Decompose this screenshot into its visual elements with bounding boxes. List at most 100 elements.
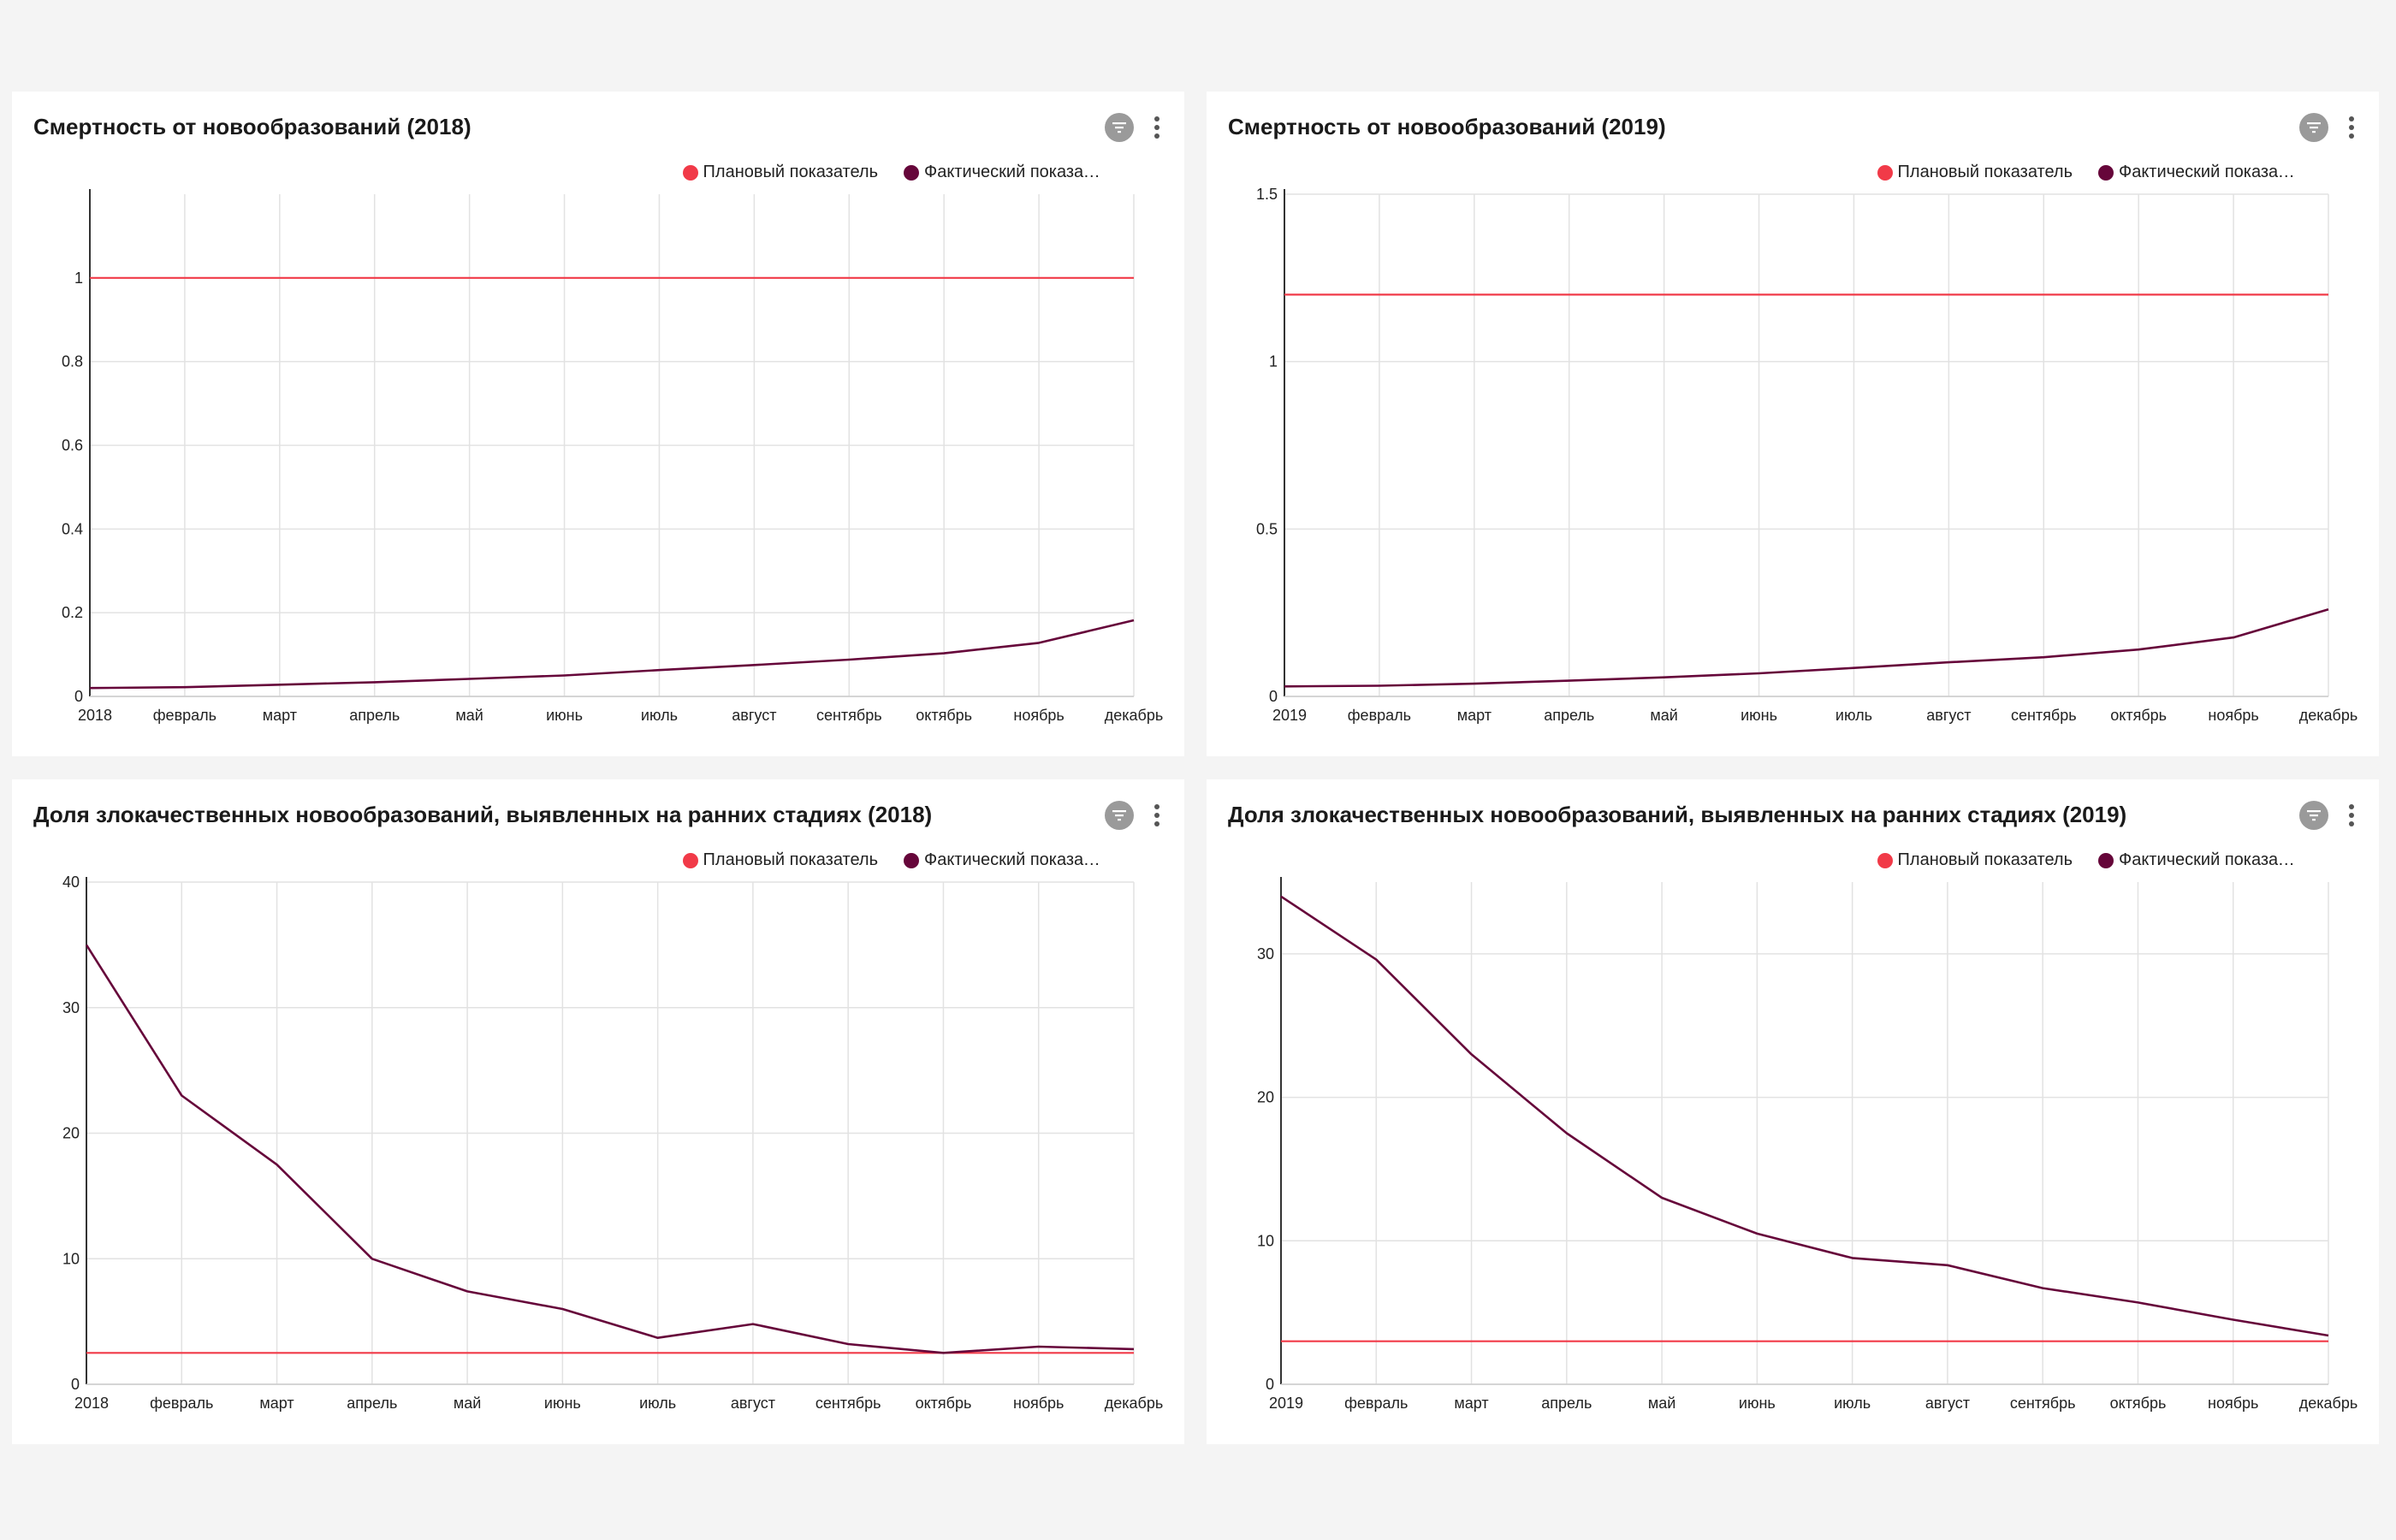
x-tick-label: декабрь [2299, 707, 2358, 724]
legend-item-plan[interactable]: Плановый показатель [1877, 163, 2073, 182]
y-tick-label: 0.4 [62, 520, 83, 537]
x-tick-label: октябрь [2110, 1395, 2167, 1412]
y-tick-label: 0.5 [1256, 520, 1278, 537]
x-tick-label: сентябрь [2010, 1395, 2076, 1412]
filter-icon [2307, 810, 2321, 821]
line-chart: 0 0.2 0.4 0.6 0.8 1 2018 февраль март апрель май ию… [62, 189, 1164, 724]
legend-dot-fact [2098, 164, 2114, 181]
y-tick-label: 1.5 [1256, 186, 1278, 203]
x-tick-label: июнь [544, 1395, 581, 1412]
x-tick-label: сентябрь [816, 707, 882, 724]
line-chart: 0 0.5 1 1.5 2019 февраль март апрель май июнь июль… [1256, 186, 2358, 724]
legend-dot-plan [682, 164, 698, 181]
line-chart: 0 10 20 30 40 2018 февраль март апрель май июнь июл… [62, 874, 1164, 1412]
x-tick-label: июль [1834, 1395, 1871, 1412]
legend-item-plan[interactable]: Плановый показатель [1877, 850, 2073, 870]
y-tick-label: 30 [1257, 945, 1274, 962]
x-tick-label: июль [639, 1395, 676, 1412]
legend-dot-plan [1877, 164, 1893, 181]
legend-dot-plan [682, 852, 698, 868]
chart-title: Доля злокачественных новообразований, вы… [33, 802, 933, 827]
x-tick-label: декабрь [1105, 707, 1164, 724]
more-vertical-icon[interactable] [2343, 801, 2360, 830]
filter-icon [1112, 810, 1126, 821]
x-tick-label: март [263, 707, 297, 724]
x-tick-label: март [1454, 1395, 1488, 1412]
x-tick-label: декабрь [1105, 1395, 1164, 1412]
x-tick-label: май [1648, 1395, 1675, 1412]
legend-item-plan[interactable]: Плановый показатель [682, 850, 878, 870]
x-tick-label: апрель [347, 1395, 397, 1412]
line-chart: 0 10 20 30 2019 февраль март апрель май июнь июль а… [1257, 877, 2358, 1412]
legend-dot-fact [904, 164, 919, 181]
y-tick-label: 40 [62, 874, 80, 891]
x-tick-label: октябрь [2110, 707, 2167, 724]
chart-panel-1: Смертность от новообразований (2019) Пла… [1207, 92, 2379, 756]
y-tick-label: 0.8 [62, 353, 83, 370]
x-tick-label: 2019 [1272, 707, 1307, 724]
legend-item-fact[interactable]: Фактический показате... [904, 163, 1106, 182]
y-tick-label: 10 [62, 1250, 80, 1267]
x-tick-label: ноябрь [1013, 707, 1064, 724]
x-tick-label: июнь [1739, 1395, 1776, 1412]
legend-dot-fact [2098, 852, 2114, 868]
x-tick-label: октябрь [916, 1395, 972, 1412]
filter-icon [2307, 122, 2321, 133]
filter-button[interactable] [1105, 113, 1134, 142]
x-tick-label: май [1650, 707, 1677, 724]
y-tick-label: 20 [62, 1125, 80, 1142]
x-tick-label: август [731, 1395, 775, 1412]
y-tick-label: 20 [1257, 1089, 1274, 1106]
x-tick-label: февраль [1344, 1395, 1408, 1412]
y-tick-label: 1 [74, 270, 83, 287]
x-tick-label: 2018 [74, 1395, 109, 1412]
x-tick-label: апрель [349, 707, 400, 724]
filter-button[interactable] [1105, 801, 1134, 830]
filter-button[interactable] [2299, 113, 2328, 142]
x-tick-label: 2019 [1269, 1395, 1303, 1412]
chart-panel-3: Доля злокачественных новообразований, вы… [1207, 779, 2379, 1444]
x-tick-label: декабрь [2299, 1395, 2358, 1412]
x-tick-label: июнь [1741, 707, 1777, 724]
x-tick-label: июнь [546, 707, 583, 724]
x-tick-label: май [454, 1395, 481, 1412]
series-line-fact[interactable] [85, 944, 1135, 1354]
y-tick-label: 1 [1269, 353, 1278, 370]
more-vertical-icon[interactable] [1148, 113, 1165, 142]
x-tick-label: март [1457, 707, 1492, 724]
series-line-fact[interactable] [1280, 895, 2329, 1337]
filter-button[interactable] [2299, 801, 2328, 830]
x-tick-label: август [1926, 707, 1971, 724]
x-tick-label: апрель [1541, 1395, 1592, 1412]
x-tick-label: ноябрь [2208, 707, 2258, 724]
y-tick-label: 0 [1266, 1376, 1274, 1393]
y-tick-label: 0 [74, 688, 83, 705]
y-tick-label: 0.2 [62, 604, 83, 621]
x-tick-label: сентябрь [815, 1395, 881, 1412]
x-tick-label: февраль [150, 1395, 213, 1412]
x-tick-label: май [455, 707, 483, 724]
x-tick-label: июль [1836, 707, 1872, 724]
x-tick-label: октябрь [916, 707, 972, 724]
x-tick-label: июль [641, 707, 678, 724]
series-line-fact[interactable] [89, 619, 1135, 690]
y-tick-label: 30 [62, 999, 80, 1016]
x-tick-label: ноябрь [1013, 1395, 1064, 1412]
x-tick-label: апрель [1544, 707, 1594, 724]
more-vertical-icon[interactable] [2343, 113, 2360, 142]
x-tick-label: август [732, 707, 776, 724]
legend: Плановый показатель Фактический показате… [682, 850, 1106, 870]
filter-icon [1112, 122, 1126, 133]
legend-item-fact[interactable]: Фактический показате... [2098, 850, 2300, 870]
chart-title: Смертность от новообразований (2019) [1228, 114, 1666, 139]
legend-item-fact[interactable]: Фактический показате... [2098, 163, 2300, 182]
y-tick-label: 0 [1269, 688, 1278, 705]
more-vertical-icon[interactable] [1148, 801, 1165, 830]
x-tick-label: август [1925, 1395, 1970, 1412]
legend-item-plan[interactable]: Плановый показатель [682, 163, 878, 182]
series-line-fact[interactable] [1284, 608, 2329, 688]
legend-item-fact[interactable]: Фактический показате... [904, 850, 1106, 870]
chart-panel-2: Доля злокачественных новообразований, вы… [12, 779, 1184, 1444]
y-tick-label: 0 [71, 1376, 80, 1393]
